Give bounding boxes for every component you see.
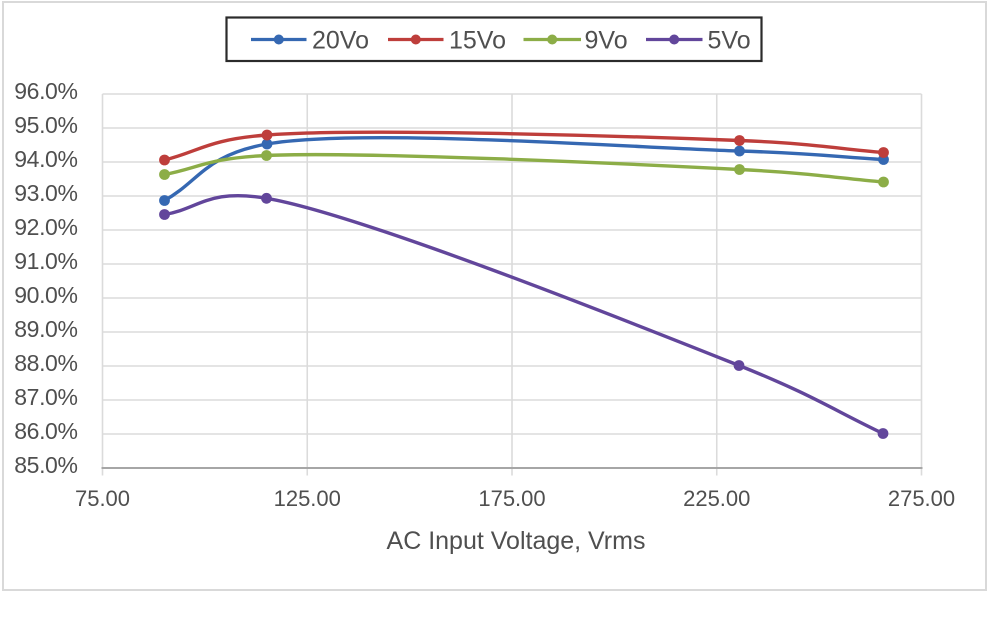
svg-text:9Vo: 9Vo [585,27,628,55]
svg-text:89.0%: 89.0% [14,316,77,342]
svg-text:91.0%: 91.0% [14,248,77,274]
svg-text:AC Input Voltage, Vrms: AC Input Voltage, Vrms [387,527,646,555]
svg-text:5Vo: 5Vo [708,27,751,55]
svg-text:95.0%: 95.0% [14,112,77,138]
svg-text:85.0%: 85.0% [14,452,77,478]
svg-text:86.0%: 86.0% [14,418,77,444]
svg-text:275.00: 275.00 [888,486,955,511]
svg-text:94.0%: 94.0% [14,146,77,172]
svg-text:92.0%: 92.0% [14,214,77,240]
svg-text:93.0%: 93.0% [14,180,77,206]
svg-text:75.00: 75.00 [75,486,130,511]
svg-text:20Vo: 20Vo [312,27,369,55]
svg-text:15Vo: 15Vo [449,27,506,55]
svg-text:90.0%: 90.0% [14,282,77,308]
svg-text:225.00: 225.00 [683,486,750,511]
svg-text:175.00: 175.00 [478,486,545,511]
svg-text:88.0%: 88.0% [14,350,77,376]
svg-text:87.0%: 87.0% [14,384,77,410]
svg-text:96.0%: 96.0% [14,78,77,104]
svg-text:125.00: 125.00 [274,486,341,511]
